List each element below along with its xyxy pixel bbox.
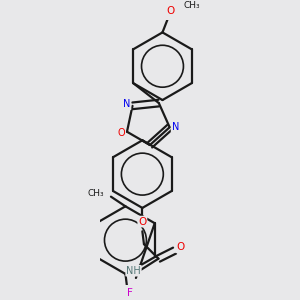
Text: N: N [172, 122, 179, 132]
Text: F: F [127, 288, 133, 298]
Text: O: O [167, 6, 175, 16]
Text: CH₃: CH₃ [88, 189, 104, 198]
Text: O: O [118, 128, 125, 138]
Text: CH₃: CH₃ [183, 1, 200, 10]
Text: O: O [138, 217, 146, 226]
Text: NH: NH [126, 266, 141, 276]
Text: O: O [176, 242, 184, 252]
Text: N: N [123, 99, 130, 109]
